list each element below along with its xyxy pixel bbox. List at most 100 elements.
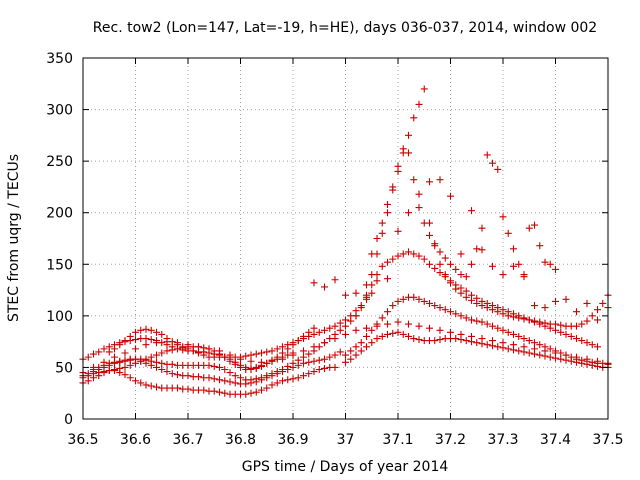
data-point (279, 355, 286, 363)
data-point (457, 250, 465, 258)
data-point (436, 269, 444, 277)
data-point (426, 178, 433, 186)
data-point (226, 378, 234, 386)
data-point (195, 343, 202, 351)
data-point (279, 365, 286, 373)
data-point (105, 348, 113, 356)
x-axis-ticks: 36.5 36.6 36.7 36.8 36.9 37 37.1 37.2 37.3 37.4 37… (67, 58, 624, 448)
data-point (452, 310, 460, 318)
data-point (347, 347, 355, 355)
data-point (384, 275, 391, 283)
data-point (310, 343, 318, 351)
data-point (153, 383, 160, 391)
data-point (205, 374, 213, 382)
data-point (541, 304, 549, 312)
x-tick-label: 36.6 (120, 432, 151, 448)
data-point (336, 326, 344, 334)
data-point (226, 369, 234, 377)
data-point (331, 276, 339, 284)
data-point (468, 260, 475, 268)
data-point (473, 299, 481, 307)
data-point (336, 348, 344, 356)
data-point (300, 335, 307, 343)
data-point (111, 345, 118, 353)
data-point (116, 341, 124, 349)
data-point (132, 345, 139, 353)
data-point (478, 246, 486, 254)
data-point (263, 384, 271, 392)
data-point (147, 326, 155, 334)
data-point (457, 312, 465, 320)
data-point (536, 341, 544, 349)
data-point (289, 375, 297, 383)
data-point (237, 355, 244, 363)
data-point (352, 312, 360, 320)
data-point (321, 364, 328, 372)
data-point (100, 368, 108, 376)
data-point (252, 350, 260, 358)
data-point (447, 279, 454, 287)
data-point (420, 297, 428, 305)
data-point (462, 273, 470, 281)
data-point (457, 271, 465, 279)
data-point (494, 308, 502, 316)
data-point (142, 325, 150, 333)
data-point (384, 200, 391, 208)
data-point (189, 347, 197, 355)
data-point (452, 335, 460, 343)
data-point (258, 358, 265, 366)
y-tick-label: 0 (64, 412, 73, 428)
data-point (268, 381, 276, 389)
data-point (441, 271, 449, 279)
data-point (405, 332, 412, 340)
data-point (462, 287, 470, 295)
data-point (373, 320, 381, 328)
data-point (504, 312, 512, 320)
data-point (310, 368, 318, 376)
data-point (494, 165, 502, 173)
data-point (158, 349, 166, 357)
data-point (520, 335, 528, 343)
data-point (247, 365, 255, 373)
data-point (168, 370, 176, 378)
data-point (478, 302, 486, 310)
data-point (468, 296, 475, 304)
data-point (342, 351, 349, 359)
y-tick-label: 350 (46, 51, 73, 67)
data-point (562, 330, 570, 338)
data-point (158, 330, 166, 338)
data-point (552, 326, 559, 334)
data-point (452, 285, 460, 293)
data-point (216, 388, 223, 396)
data-point (321, 355, 328, 363)
data-point (174, 371, 181, 379)
data-point (499, 310, 507, 318)
data-point (462, 314, 470, 322)
data-point (116, 357, 124, 365)
data-point (478, 318, 486, 326)
data-point (415, 295, 423, 303)
x-tick-label: 37 (337, 432, 355, 448)
data-point (415, 336, 423, 344)
data-point (415, 204, 423, 212)
data-point (436, 326, 444, 334)
data-point (504, 345, 512, 353)
data-point (405, 248, 412, 256)
data-point (221, 365, 229, 373)
data-point (216, 376, 223, 384)
data-point (426, 299, 433, 307)
data-point (363, 281, 370, 289)
data-point (378, 314, 386, 322)
y-tick-label: 100 (46, 309, 73, 325)
data-point (184, 341, 192, 349)
data-point (279, 343, 286, 351)
data-point (431, 337, 439, 345)
data-point (147, 353, 155, 361)
data-point (578, 320, 586, 328)
data-point (384, 258, 391, 266)
data-point (536, 351, 544, 359)
data-point (205, 361, 213, 369)
data-point (326, 353, 334, 361)
data-point (405, 149, 412, 157)
data-point (562, 351, 570, 359)
